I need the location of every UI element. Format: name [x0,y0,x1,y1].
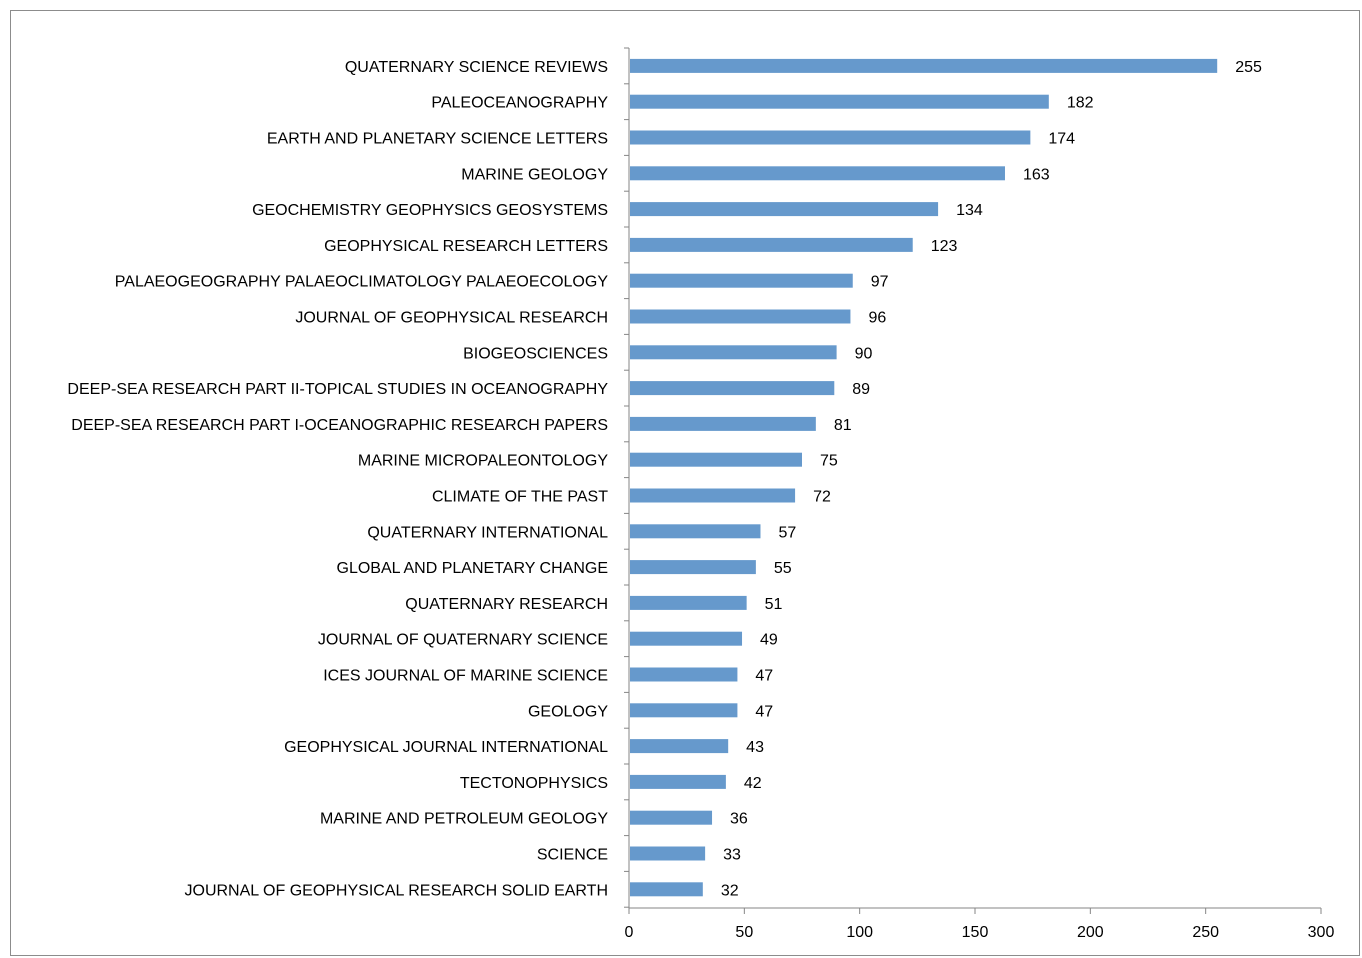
bar [630,488,796,503]
x-tick-label: 200 [1077,924,1104,941]
category-label: PALAEOGEOGRAPHY PALAEOCLIMATOLOGY PALAEO… [115,274,609,291]
data-label: 49 [760,632,778,649]
category-label: PALEOCEANOGRAPHY [431,95,608,112]
data-label: 97 [871,274,889,291]
data-label: 32 [721,882,739,899]
bar [630,237,913,252]
bar [630,130,1031,145]
category-label: QUATERNARY SCIENCE REVIEWS [345,59,608,76]
data-label: 47 [755,668,773,685]
x-tick-label: 150 [962,924,989,941]
bar [630,202,939,217]
data-label: 43 [746,739,764,756]
category-label: QUATERNARY RESEARCH [405,596,608,613]
category-label: BIOGEOSCIENCES [463,345,608,362]
category-label: SCIENCE [537,847,608,864]
x-tick-label: 300 [1308,924,1335,941]
bar [630,381,835,396]
bar [630,631,743,646]
category-label: GEOPHYSICAL RESEARCH LETTERS [324,238,608,255]
category-label: GEOCHEMISTRY GEOPHYSICS GEOSYSTEMS [252,202,608,219]
bar [630,273,853,288]
data-label: 81 [834,417,852,434]
data-label: 51 [765,596,783,613]
category-label: MARINE AND PETROLEUM GEOLOGY [320,811,608,828]
category-label: MARINE MICROPALEONTOLOGY [358,453,608,470]
bar [630,309,851,324]
bar [630,345,837,360]
data-label: 42 [744,775,762,792]
data-label: 255 [1235,59,1262,76]
category-label: JOURNAL OF GEOPHYSICAL RESEARCH SOLID EA… [185,882,609,899]
data-label: 75 [820,453,838,470]
bar [630,166,1005,181]
data-label: 96 [868,310,886,327]
data-label: 72 [813,489,831,506]
data-label: 182 [1067,95,1094,112]
bar [630,810,713,825]
category-label: TECTONOPHYSICS [460,775,608,792]
bar [630,94,1049,109]
x-tick-label: 250 [1192,924,1219,941]
x-tick-label: 100 [846,924,873,941]
category-label: GLOBAL AND PLANETARY CHANGE [337,560,609,577]
data-label: 90 [855,345,873,362]
data-label: 33 [723,847,741,864]
data-label: 57 [778,524,796,541]
category-label: DEEP-SEA RESEARCH PART II-TOPICAL STUDIE… [67,381,608,398]
category-label: EARTH AND PLANETARY SCIENCE LETTERS [267,131,608,148]
bar [630,846,706,861]
data-label: 163 [1023,166,1050,183]
data-label: 89 [852,381,870,398]
category-label: JOURNAL OF GEOPHYSICAL RESEARCH [295,310,608,327]
data-label: 55 [774,560,792,577]
bar [630,882,703,897]
category-label: GEOPHYSICAL JOURNAL INTERNATIONAL [284,739,608,756]
category-label: GEOLOGY [528,703,608,720]
category-label: ICES JOURNAL OF MARINE SCIENCE [323,668,608,685]
category-label: MARINE GEOLOGY [461,166,608,183]
bar [630,774,726,789]
bar [630,452,802,467]
bar [630,703,738,718]
category-label: CLIMATE OF THE PAST [432,489,608,506]
category-label: QUATERNARY INTERNATIONAL [367,524,608,541]
data-label: 134 [956,202,983,219]
data-label: 174 [1048,131,1075,148]
x-tick-label: 50 [735,924,753,941]
bar [630,595,747,610]
data-label: 47 [755,703,773,720]
category-label: DEEP-SEA RESEARCH PART I-OCEANOGRAPHIC R… [71,417,608,434]
data-label: 36 [730,811,748,828]
bar [630,416,816,431]
data-label: 123 [931,238,958,255]
x-tick-label: 0 [625,924,634,941]
bar [630,524,761,539]
bar [630,667,738,682]
bar [630,739,729,754]
bar [630,560,756,575]
bar [630,58,1218,73]
category-label: JOURNAL OF QUATERNARY SCIENCE [318,632,608,649]
